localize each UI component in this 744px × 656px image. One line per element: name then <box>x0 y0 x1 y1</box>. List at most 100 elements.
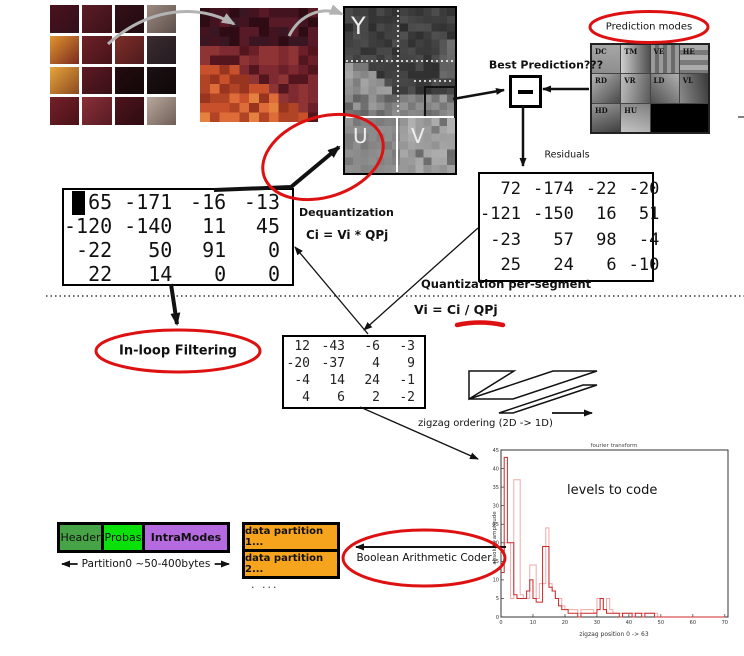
quantized-matrix: 12 -43 -6 -3 -20 -37 4 9 -4 14 24 -1 4 6 2 -2 <box>282 335 426 409</box>
zigzag-glyph <box>468 370 598 417</box>
svg-text:40: 40 <box>626 620 632 626</box>
source-image-grid <box>50 5 176 125</box>
svg-text:0: 0 <box>499 620 502 626</box>
matrix-cell: -120 <box>64 214 113 238</box>
to-inloop-arrow <box>169 283 181 326</box>
svg-text:70: 70 <box>722 620 728 626</box>
data-partition-1-label: data partition 1... <box>245 526 324 548</box>
prediction-mode-label: LD <box>653 76 665 86</box>
photo-block <box>50 35 80 64</box>
prediction-mode-hd: HD <box>592 103 621 132</box>
prediction-mode-rd: RD <box>592 74 621 103</box>
reconstructed-matrix: 65 -171 -16 -13 -120 -140 11 45 -22 50 91 0 22 14 0 0 <box>62 188 294 286</box>
matrix-cell: -20 <box>286 356 310 371</box>
data-partition-1-box: data partition 1... <box>242 522 340 552</box>
dequantization-label: Dequantization <box>299 206 394 219</box>
dequant-formula: Ci = Vi * QPj <box>306 228 389 242</box>
more-partitions-ellipsis: . ... <box>251 578 279 591</box>
inloop-filtering-label: In-loop Filtering <box>119 343 237 359</box>
chart-title: fourier transform <box>591 443 638 449</box>
matrix-cell: 22 <box>88 262 113 286</box>
matrix-cell: -2 <box>399 390 415 405</box>
photo-block <box>82 5 112 33</box>
photo-block <box>146 66 176 95</box>
photo-block <box>146 97 176 125</box>
svg-text:25: 25 <box>493 522 499 528</box>
svg-text:30: 30 <box>493 503 499 509</box>
matrix-cell: -174 <box>532 179 574 200</box>
matrix-cell: -3 <box>399 339 415 354</box>
residuals-label: Residuals <box>544 149 590 161</box>
matrix-cell: -23 <box>490 229 521 250</box>
svg-text:10: 10 <box>493 578 499 584</box>
current-block-marker <box>424 86 456 118</box>
prediction-modes-grid: DC TM VE HE RD VR LD VL HD HU <box>590 43 710 134</box>
matrix-cell: 4 <box>372 356 380 371</box>
matrix-cell: 24 <box>364 373 380 388</box>
matrix-cell: 9 <box>407 356 415 371</box>
partition0-label: Partition0 ~50-400bytes <box>77 558 215 570</box>
intramodes-box: IntraModes <box>142 522 230 553</box>
matrix-cell: -37 <box>321 356 345 371</box>
quantization-label: Quantization per-segment <box>421 277 592 291</box>
u-plane-label: U <box>353 124 368 148</box>
probas-box: Probas <box>101 522 145 553</box>
matrix-cell: 72 <box>500 179 521 200</box>
matrix-cell: -150 <box>532 204 574 225</box>
chart-xlabel: zigzag position 0 -> 63 <box>579 631 648 638</box>
photo-block <box>82 66 112 95</box>
levels-to-code-label: levels to code <box>567 483 657 498</box>
photo-block <box>114 66 144 95</box>
header-box-label: Header <box>60 531 101 544</box>
matrix-cell: -121 <box>480 204 521 225</box>
to-chart-arrow <box>359 406 479 460</box>
matrix-cell: -16 <box>190 190 227 214</box>
matrix-cell: 0 <box>267 238 280 262</box>
matrix-cell: 6 <box>337 390 345 405</box>
chart-series-dark-red <box>501 456 725 618</box>
prediction-modes-label: Prediction modes <box>605 21 693 33</box>
photo-block <box>82 35 112 64</box>
svg-text:45: 45 <box>493 448 499 454</box>
matrix-cell: 14 <box>148 262 173 286</box>
matrix-cell: -140 <box>124 214 173 238</box>
reconstruction-arrow <box>213 145 341 192</box>
bac-label: Boolean Arithmetic Coder <box>356 552 492 564</box>
prediction-mode-label: HD <box>595 105 608 115</box>
photo-block <box>114 97 144 125</box>
data-partition-2-label: data partition 2... <box>245 553 324 575</box>
photo-block <box>114 35 144 64</box>
matrix-cell: 51 <box>638 204 660 225</box>
matrix-cell: -22 <box>76 238 113 262</box>
subtract-box <box>509 75 542 108</box>
photo-block <box>82 97 112 125</box>
matrix-cell: 50 <box>148 238 173 262</box>
prediction-mode-ve: VE <box>650 45 679 74</box>
matrix-cell: 0 <box>214 262 227 286</box>
prediction-mode-vr: VR <box>621 74 650 103</box>
photo-block <box>146 5 176 33</box>
matrix-cell: -10 <box>628 254 660 275</box>
prediction-mode-label: VR <box>624 76 636 86</box>
quant-formula: Vi = Ci / QPj <box>414 302 498 317</box>
matrix-cell: 25 <box>500 254 521 275</box>
dc-coeff-marker <box>72 191 85 215</box>
header-box: Header <box>57 522 104 553</box>
v-plane-label: V <box>411 124 425 148</box>
prediction-mode-label: DC <box>595 47 607 56</box>
matrix-cell: 11 <box>202 214 227 238</box>
matrix-cell: 45 <box>255 214 280 238</box>
svg-text:50: 50 <box>658 620 664 626</box>
prediction-mode-hu: HU <box>621 103 650 132</box>
matrix-cell: -171 <box>124 190 173 214</box>
matrix-cell: 14 <box>329 373 345 388</box>
svg-text:60: 60 <box>690 620 696 626</box>
matrix-cell: -13 <box>243 190 280 214</box>
prediction-mode-dc: DC <box>592 45 621 74</box>
qpj-underline <box>454 320 506 328</box>
prediction-mode-tm: TM <box>621 45 650 74</box>
matrix-cell: 91 <box>202 238 227 262</box>
matrix-cell: 4 <box>302 390 310 405</box>
matrix-cell: 16 <box>596 204 617 225</box>
